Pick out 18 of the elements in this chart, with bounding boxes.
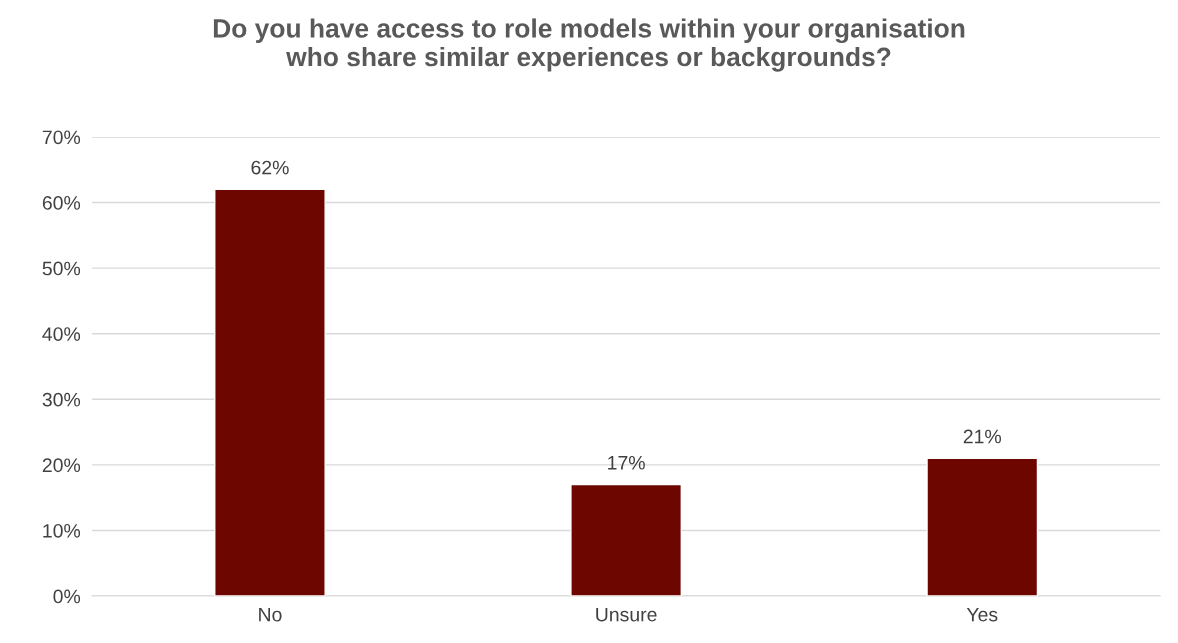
y-tick-label: 50%	[42, 261, 81, 276]
bar	[926, 457, 1039, 597]
x-tick-label: Yes	[966, 607, 998, 622]
y-tick-label: 0%	[53, 589, 81, 604]
data-label: 21%	[963, 429, 1002, 444]
data-label: 62%	[251, 160, 289, 175]
bar	[214, 188, 326, 597]
x-tick-label: No	[259, 607, 282, 622]
y-tick-label: 20%	[42, 458, 81, 473]
y-tick-label: 40%	[42, 327, 81, 341]
y-tick-label: 60%	[42, 196, 81, 210]
bar	[570, 483, 683, 597]
y-tick-label: 10%	[43, 523, 81, 538]
y-tick-label: 30%	[42, 392, 81, 407]
y-tick-label: 70%	[42, 130, 81, 145]
chart-title: Do you have access to role models within your organisation who share similar experiences or backgrounds?	[213, 18, 965, 72]
x-tick-label: Unsure	[596, 607, 657, 622]
data-label: 17%	[608, 455, 645, 470]
